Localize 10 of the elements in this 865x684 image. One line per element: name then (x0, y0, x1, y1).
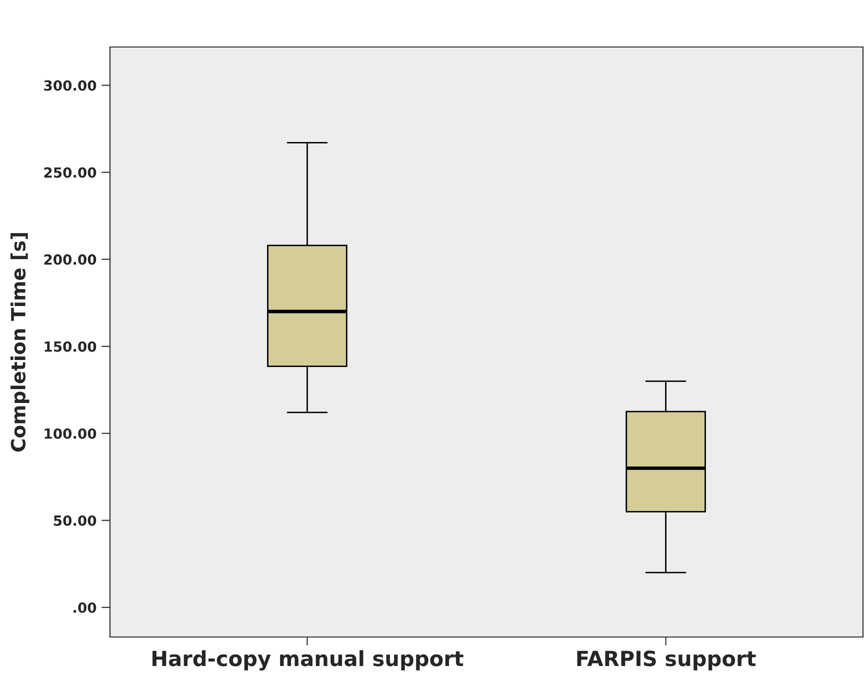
y-tick-label: .00 (74, 602, 96, 613)
x-tick-label: FARPIS support (577, 650, 756, 670)
y-tick-label: 200.00 (44, 254, 96, 265)
y-axis-title: Completion Time [s] (10, 233, 30, 452)
y-tick-label: 50.00 (54, 515, 96, 526)
y-tick-label: 100.00 (44, 428, 96, 439)
y-tick-label: 150.00 (44, 341, 96, 352)
y-tick-label: 300.00 (44, 80, 96, 91)
y-tick-label: 250.00 (44, 167, 96, 178)
x-tick-label: Hard-copy manual support (152, 650, 464, 671)
